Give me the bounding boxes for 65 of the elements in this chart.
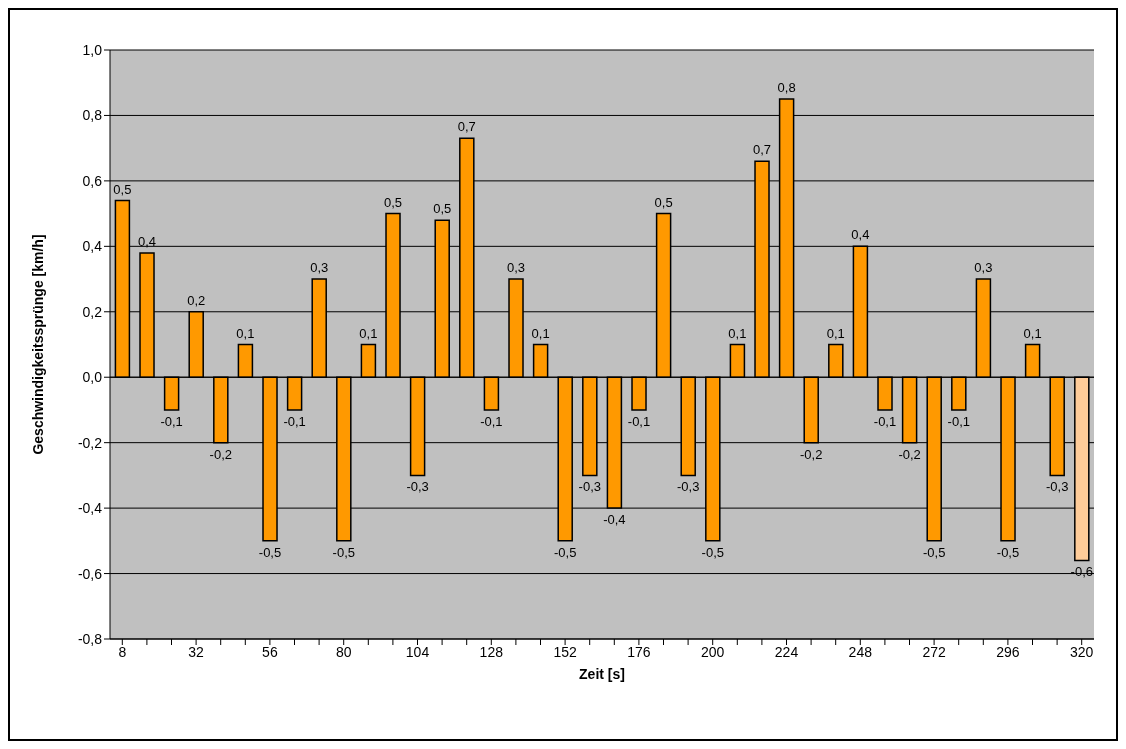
data-label: -0,1 <box>873 413 897 429</box>
y-tick-label: 0,6 <box>82 172 103 189</box>
data-label: -0,5 <box>996 544 1020 560</box>
data-label: 0,5 <box>433 201 452 217</box>
y-tick-label: 1,0 <box>82 41 103 58</box>
y-tick-label: 0,0 <box>82 369 103 386</box>
x-tick-label: 272 <box>922 643 946 660</box>
data-label: -0,5 <box>701 544 725 560</box>
data-label: 0,1 <box>728 325 747 341</box>
data-label: -0,1 <box>480 413 503 429</box>
y-axis-title: Geschwindigkeitssprünge [km/h] <box>29 234 46 455</box>
data-label: 0,5 <box>654 194 673 210</box>
x-tick-label: 176 <box>627 643 651 660</box>
x-tick-label: 296 <box>996 643 1020 660</box>
x-tick-label: 80 <box>335 643 352 660</box>
data-label: 0,4 <box>851 227 870 243</box>
x-tick-label: 32 <box>188 643 205 660</box>
data-label: -0,5 <box>554 544 577 560</box>
data-label: 0,7 <box>457 119 476 135</box>
data-label: 0,1 <box>359 325 378 341</box>
data-label: 0,1 <box>1023 325 1042 341</box>
data-label: -0,3 <box>1046 479 1069 495</box>
data-label: 0,5 <box>383 194 403 210</box>
data-label: 0,1 <box>531 325 550 341</box>
data-label: -0,2 <box>898 446 921 462</box>
y-tick-label: 0,2 <box>82 303 103 320</box>
data-label: -0,3 <box>677 479 700 495</box>
x-tick-label: 56 <box>262 643 278 660</box>
x-tick-label: 248 <box>848 643 873 660</box>
data-label: -0,2 <box>209 446 233 462</box>
x-tick-label: 128 <box>479 643 504 660</box>
y-tick-label: 0,8 <box>82 107 103 124</box>
x-tick-label: 152 <box>553 643 577 660</box>
data-label: 0,4 <box>137 233 157 249</box>
data-label: -0,1 <box>627 413 651 429</box>
data-label: 0,1 <box>826 325 845 341</box>
data-label: 0,2 <box>187 292 206 308</box>
data-label: -0,4 <box>603 512 626 528</box>
y-tick-label: -0,4 <box>77 500 103 517</box>
data-label: -0,5 <box>332 544 356 560</box>
x-tick-label: 104 <box>405 643 430 660</box>
data-label: -0,3 <box>578 479 602 495</box>
data-label: -0,2 <box>800 446 823 462</box>
x-axis-title: Zeit [s] <box>579 666 625 682</box>
y-tick-label: -0,2 <box>77 434 103 451</box>
data-label: -0,3 <box>406 479 429 495</box>
data-label: -0,1 <box>283 413 306 429</box>
x-tick-label: 8 <box>118 643 127 660</box>
data-label: -0,1 <box>947 413 971 429</box>
y-tick-label: -0,8 <box>77 630 103 647</box>
x-tick-label: 224 <box>774 643 799 660</box>
data-label: -0,5 <box>258 544 282 560</box>
x-tick-label: 320 <box>1070 643 1094 660</box>
y-tick-label: -0,6 <box>77 565 103 582</box>
data-label: -0,5 <box>923 544 946 560</box>
data-label: 0,3 <box>506 260 526 276</box>
data-label: 0,8 <box>777 80 796 96</box>
y-tick-label: 0,4 <box>82 238 103 255</box>
x-tick-label: 200 <box>701 643 725 660</box>
data-label: 0,1 <box>236 325 255 341</box>
data-label: 0,5 <box>113 181 132 197</box>
data-label: 0,3 <box>310 260 329 276</box>
data-label: 0,7 <box>752 142 772 158</box>
data-label: 0,3 <box>974 260 993 276</box>
data-label: -0,1 <box>160 413 183 429</box>
